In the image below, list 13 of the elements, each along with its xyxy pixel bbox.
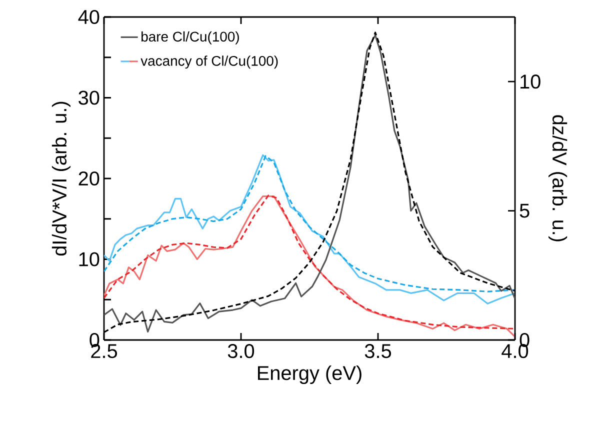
- y-tick-label: 10: [79, 252, 100, 266]
- x-tick-label: 3.5: [364, 344, 392, 358]
- y-axis-title: dI/dV*V/I (arb. u.): [52, 102, 70, 256]
- legend-label: vacancy of Cl/Cu(100): [140, 56, 278, 69]
- legend-label: bare Cl/Cu(100): [142, 31, 239, 44]
- y2-tick-label: 10: [520, 74, 540, 89]
- x-axis-title: Energy (eV): [258, 365, 362, 384]
- y-tick-label: 20: [78, 171, 100, 186]
- y-tick-label: 40: [78, 10, 100, 24]
- y2-tick-label: 5: [520, 204, 530, 218]
- y-tick-label: 30: [78, 90, 100, 105]
- y2-axis-title: dz/dV (arb. u.): [548, 115, 568, 242]
- x-tick-label: 3.0: [228, 344, 254, 358]
